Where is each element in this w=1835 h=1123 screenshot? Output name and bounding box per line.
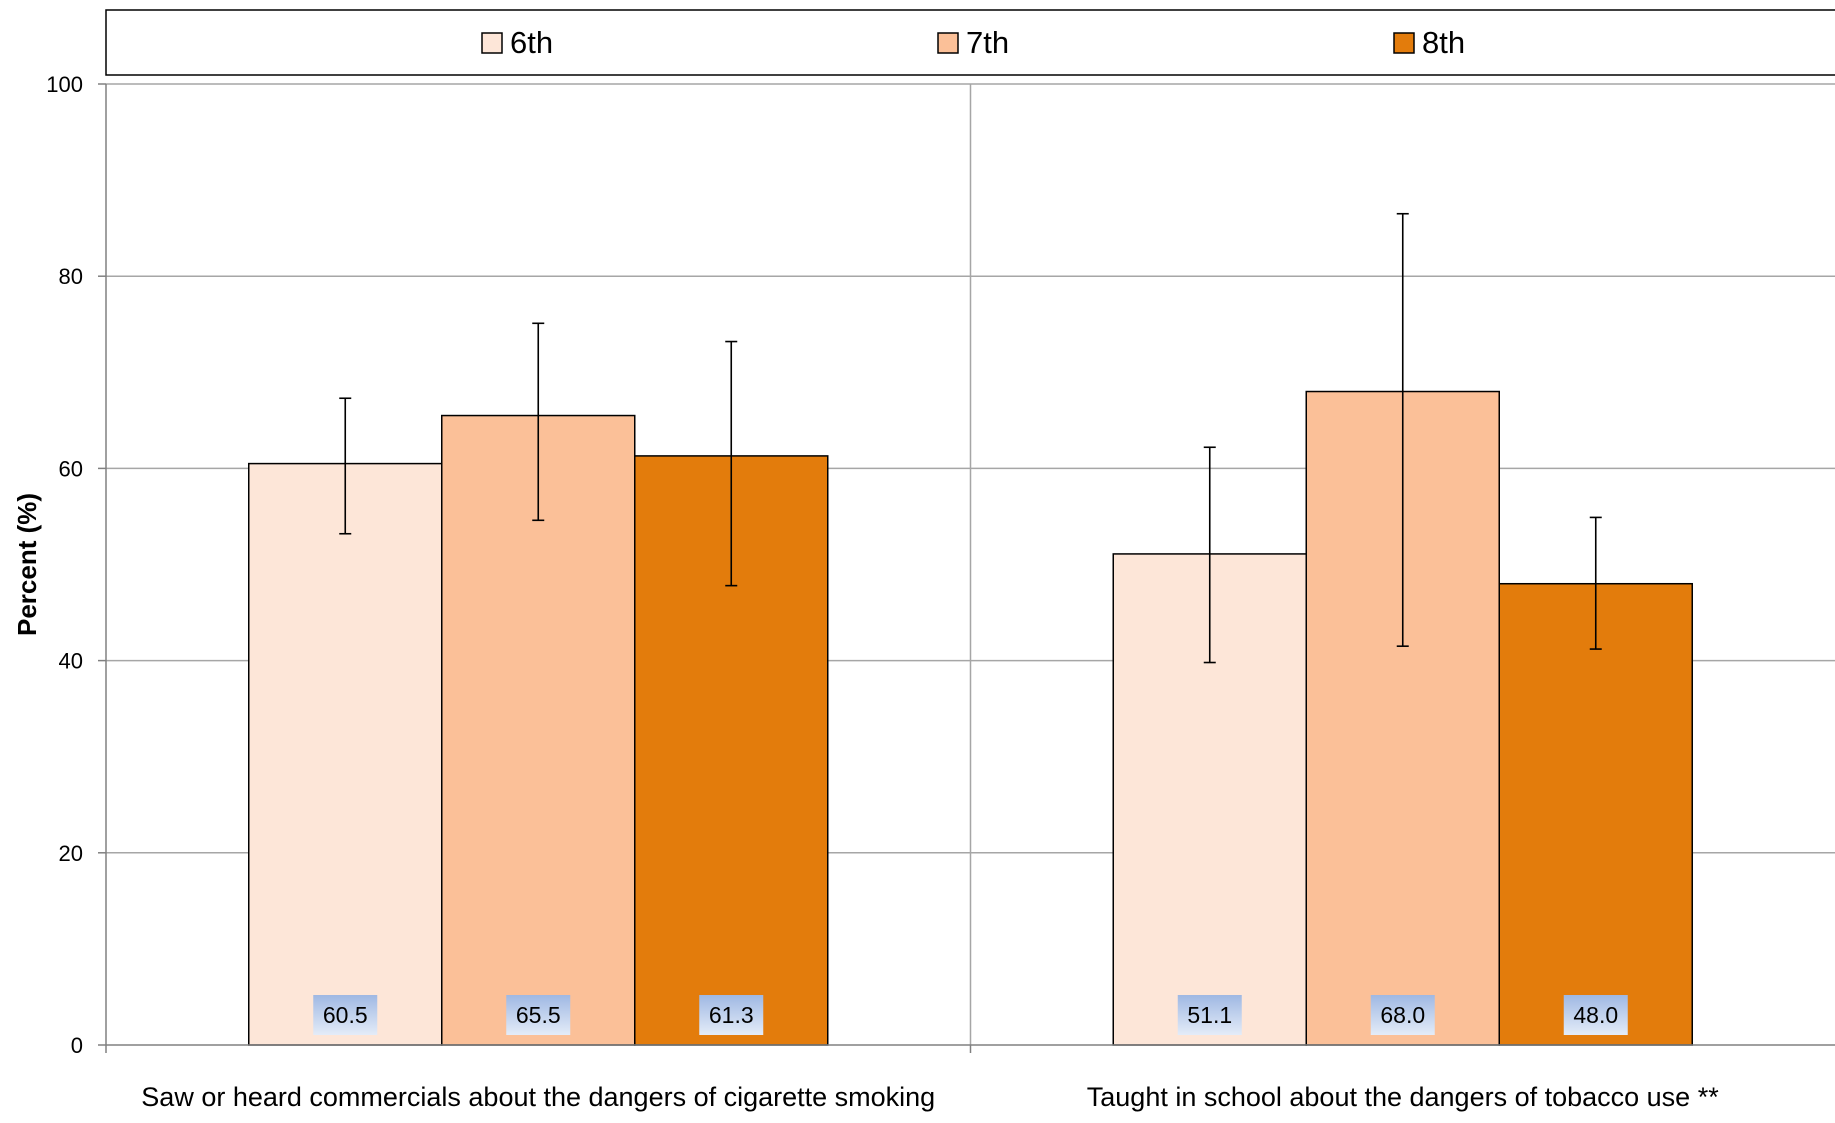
y-tick-label-5: 100	[46, 72, 83, 97]
data-label-box-6th-2	[1177, 995, 1242, 1035]
legend-label-7th: 7th	[966, 25, 1009, 60]
y-tick-label-2: 40	[59, 649, 83, 674]
error-bar-8th-2	[1589, 516, 1602, 650]
legend-label-6th: 6th	[510, 25, 553, 60]
data-label-box-8th-1	[699, 995, 764, 1035]
y-tick-label-0: 0	[71, 1033, 83, 1058]
error-bar-6th-1	[339, 397, 352, 535]
data-label-box-6th-1	[313, 995, 378, 1035]
error-bar-6th-2	[1203, 446, 1216, 664]
error-bar-8th-1	[725, 340, 738, 587]
legend-swatch-6th	[481, 32, 503, 54]
y-tick-label-3: 60	[59, 456, 83, 481]
data-label-box-8th-2	[1563, 995, 1628, 1035]
data-label-7th-1: 65.5	[516, 1002, 561, 1028]
data-label-6th-1: 60.5	[323, 1002, 368, 1028]
legend	[105, 9, 1835, 76]
data-label-7th-2: 68.0	[1380, 1002, 1425, 1028]
category-label-1: Saw or heard commercials about the dange…	[141, 1082, 935, 1112]
data-label-6th-2: 51.1	[1187, 1002, 1232, 1028]
data-label-box-7th-1	[506, 995, 571, 1035]
error-bar-7th-2	[1396, 212, 1409, 647]
error-bar-7th-1	[532, 322, 545, 522]
legend-label-8th: 8th	[1422, 25, 1465, 60]
data-label-8th-2: 48.0	[1573, 1002, 1618, 1028]
data-label-8th-1: 61.3	[709, 1002, 754, 1028]
bar-6th-1	[248, 462, 443, 1046]
y-tick-label-4: 80	[59, 264, 83, 289]
bar-8th-2	[1498, 582, 1693, 1046]
y-tick-label-1: 20	[59, 841, 83, 866]
legend-swatch-8th	[1393, 32, 1415, 54]
y-axis-title: Percent (%)	[12, 493, 42, 636]
legend-swatch-7th	[937, 32, 959, 54]
data-label-box-7th-2	[1370, 995, 1435, 1035]
category-label-2: Taught in school about the dangers of to…	[1087, 1082, 1719, 1112]
